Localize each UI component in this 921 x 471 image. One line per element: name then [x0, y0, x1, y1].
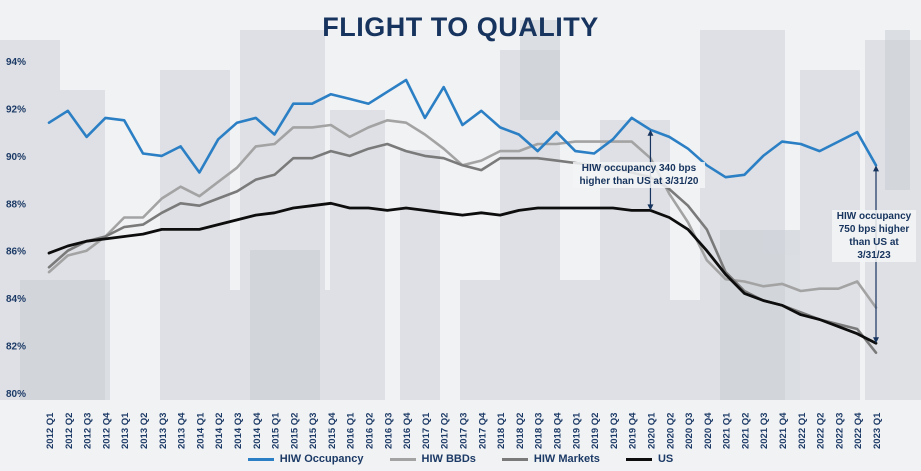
y-tick-label: 88%	[6, 199, 26, 210]
x-tick-label: 2012 Q2	[64, 413, 75, 449]
x-tick-label: 2021 Q4	[778, 412, 789, 449]
x-tick-label: 2019 Q2	[590, 413, 601, 449]
x-tick-label: 2015 Q1	[271, 412, 282, 449]
x-tick-label: 2013 Q1	[120, 412, 131, 449]
x-tick-label: 2018 Q4	[552, 412, 563, 449]
legend-label-hiw-markets: HIW Markets	[533, 453, 600, 465]
x-tick-label: 2016 Q4	[402, 412, 413, 449]
series-line-us	[47, 201, 878, 345]
y-tick-label: 84%	[6, 294, 26, 305]
x-tick-label: 2016 Q3	[383, 413, 394, 449]
x-tick-label: 2019 Q3	[609, 413, 620, 449]
x-tick-label: 2021 Q1	[722, 412, 733, 449]
x-tick-label: 2015 Q3	[308, 413, 319, 449]
x-tick-label: 2012 Q3	[83, 413, 94, 449]
y-tick-label: 82%	[6, 342, 26, 353]
legend-label-hiw-occupancy: HIW Occupancy	[279, 453, 364, 465]
x-tick-label: 2017 Q4	[477, 412, 488, 449]
x-tick-label: 2020 Q2	[665, 413, 676, 449]
x-tick-label: 2015 Q2	[289, 413, 300, 449]
x-tick-label: 2013 Q3	[158, 413, 169, 449]
legend-label-hiw-bbds: HIW BBDs	[421, 453, 476, 465]
legend-item-hiw-occupancy: HIW Occupancy	[247, 453, 364, 465]
series-line-hiw-markets	[47, 142, 878, 355]
x-tick-label: 2017 Q1	[421, 412, 432, 449]
x-tick-label: 2014 Q1	[195, 412, 206, 449]
x-tick-label: 2022 Q3	[834, 413, 845, 449]
x-tick-label: 2020 Q3	[684, 413, 695, 449]
legend-item-hiw-markets: HIW Markets	[501, 453, 600, 465]
annotation-2023: HIW occupancy 750 bps higher than US at …	[832, 210, 916, 262]
legend-label-us: US	[657, 453, 674, 465]
x-tick-label: 2013 Q2	[139, 413, 150, 449]
annotation-2020: HIW occupancy 340 bps higher than US at …	[573, 162, 705, 188]
page-title: FLIGHT TO QUALITY	[322, 12, 599, 42]
x-tick-label: 2018 Q3	[534, 413, 545, 449]
x-tick-label: 2013 Q4	[177, 412, 188, 449]
x-axis: 2012 Q1 2012 Q2 2012 Q3 2012 Q4 2013 Q1 2013 …	[45, 412, 883, 449]
x-tick-label: 2015 Q4	[327, 412, 338, 449]
x-tick-label: 2017 Q2	[440, 413, 451, 449]
x-tick-label: 2023 Q1	[872, 412, 883, 449]
y-axis: 80% 82% 84% 86% 88% 90% 92% 94%	[6, 57, 26, 400]
y-tick-label: 94%	[6, 57, 26, 68]
legend-item-hiw-bbds: HIW BBDs	[389, 453, 476, 465]
x-tick-label: 2018 Q1	[496, 412, 507, 449]
legend-swatch-us	[625, 457, 652, 461]
x-tick-label: 2012 Q4	[101, 412, 112, 449]
series-line-hiw-occupancy	[47, 78, 878, 179]
y-tick-label: 90%	[6, 152, 26, 163]
x-tick-label: 2014 Q4	[252, 412, 263, 449]
x-tick-label: 2019 Q4	[628, 412, 639, 449]
x-tick-label: 2017 Q3	[459, 413, 470, 449]
legend-item-us: US	[625, 453, 674, 465]
x-tick-label: 2018 Q2	[515, 413, 526, 449]
legend-swatch-hiw-bbds	[389, 457, 416, 461]
series-lines	[47, 78, 878, 355]
x-tick-label: 2014 Q2	[214, 413, 225, 449]
y-tick-label: 92%	[6, 104, 26, 115]
x-tick-label: 2020 Q4	[703, 412, 714, 449]
x-tick-label: 2021 Q3	[759, 413, 770, 449]
x-tick-label: 2014 Q3	[233, 413, 244, 449]
x-tick-label: 2016 Q2	[365, 413, 376, 449]
x-tick-label: 2019 Q1	[571, 412, 582, 449]
x-tick-label: 2012 Q1	[45, 412, 56, 449]
legend-swatch-hiw-occupancy	[247, 457, 274, 461]
x-tick-label: 2016 Q1	[346, 412, 357, 449]
chart-legend: HIW Occupancy HIW BBDs HIW Markets US	[0, 453, 921, 465]
legend-swatch-hiw-markets	[501, 457, 528, 461]
x-tick-label: 2022 Q4	[853, 412, 864, 449]
y-tick-label: 86%	[6, 247, 26, 258]
x-tick-label: 2021 Q2	[740, 413, 751, 449]
x-tick-label: 2022 Q1	[797, 412, 808, 449]
x-tick-label: 2022 Q2	[816, 413, 827, 449]
y-tick-label: 80%	[6, 389, 26, 400]
x-tick-label: 2020 Q1	[646, 412, 657, 449]
